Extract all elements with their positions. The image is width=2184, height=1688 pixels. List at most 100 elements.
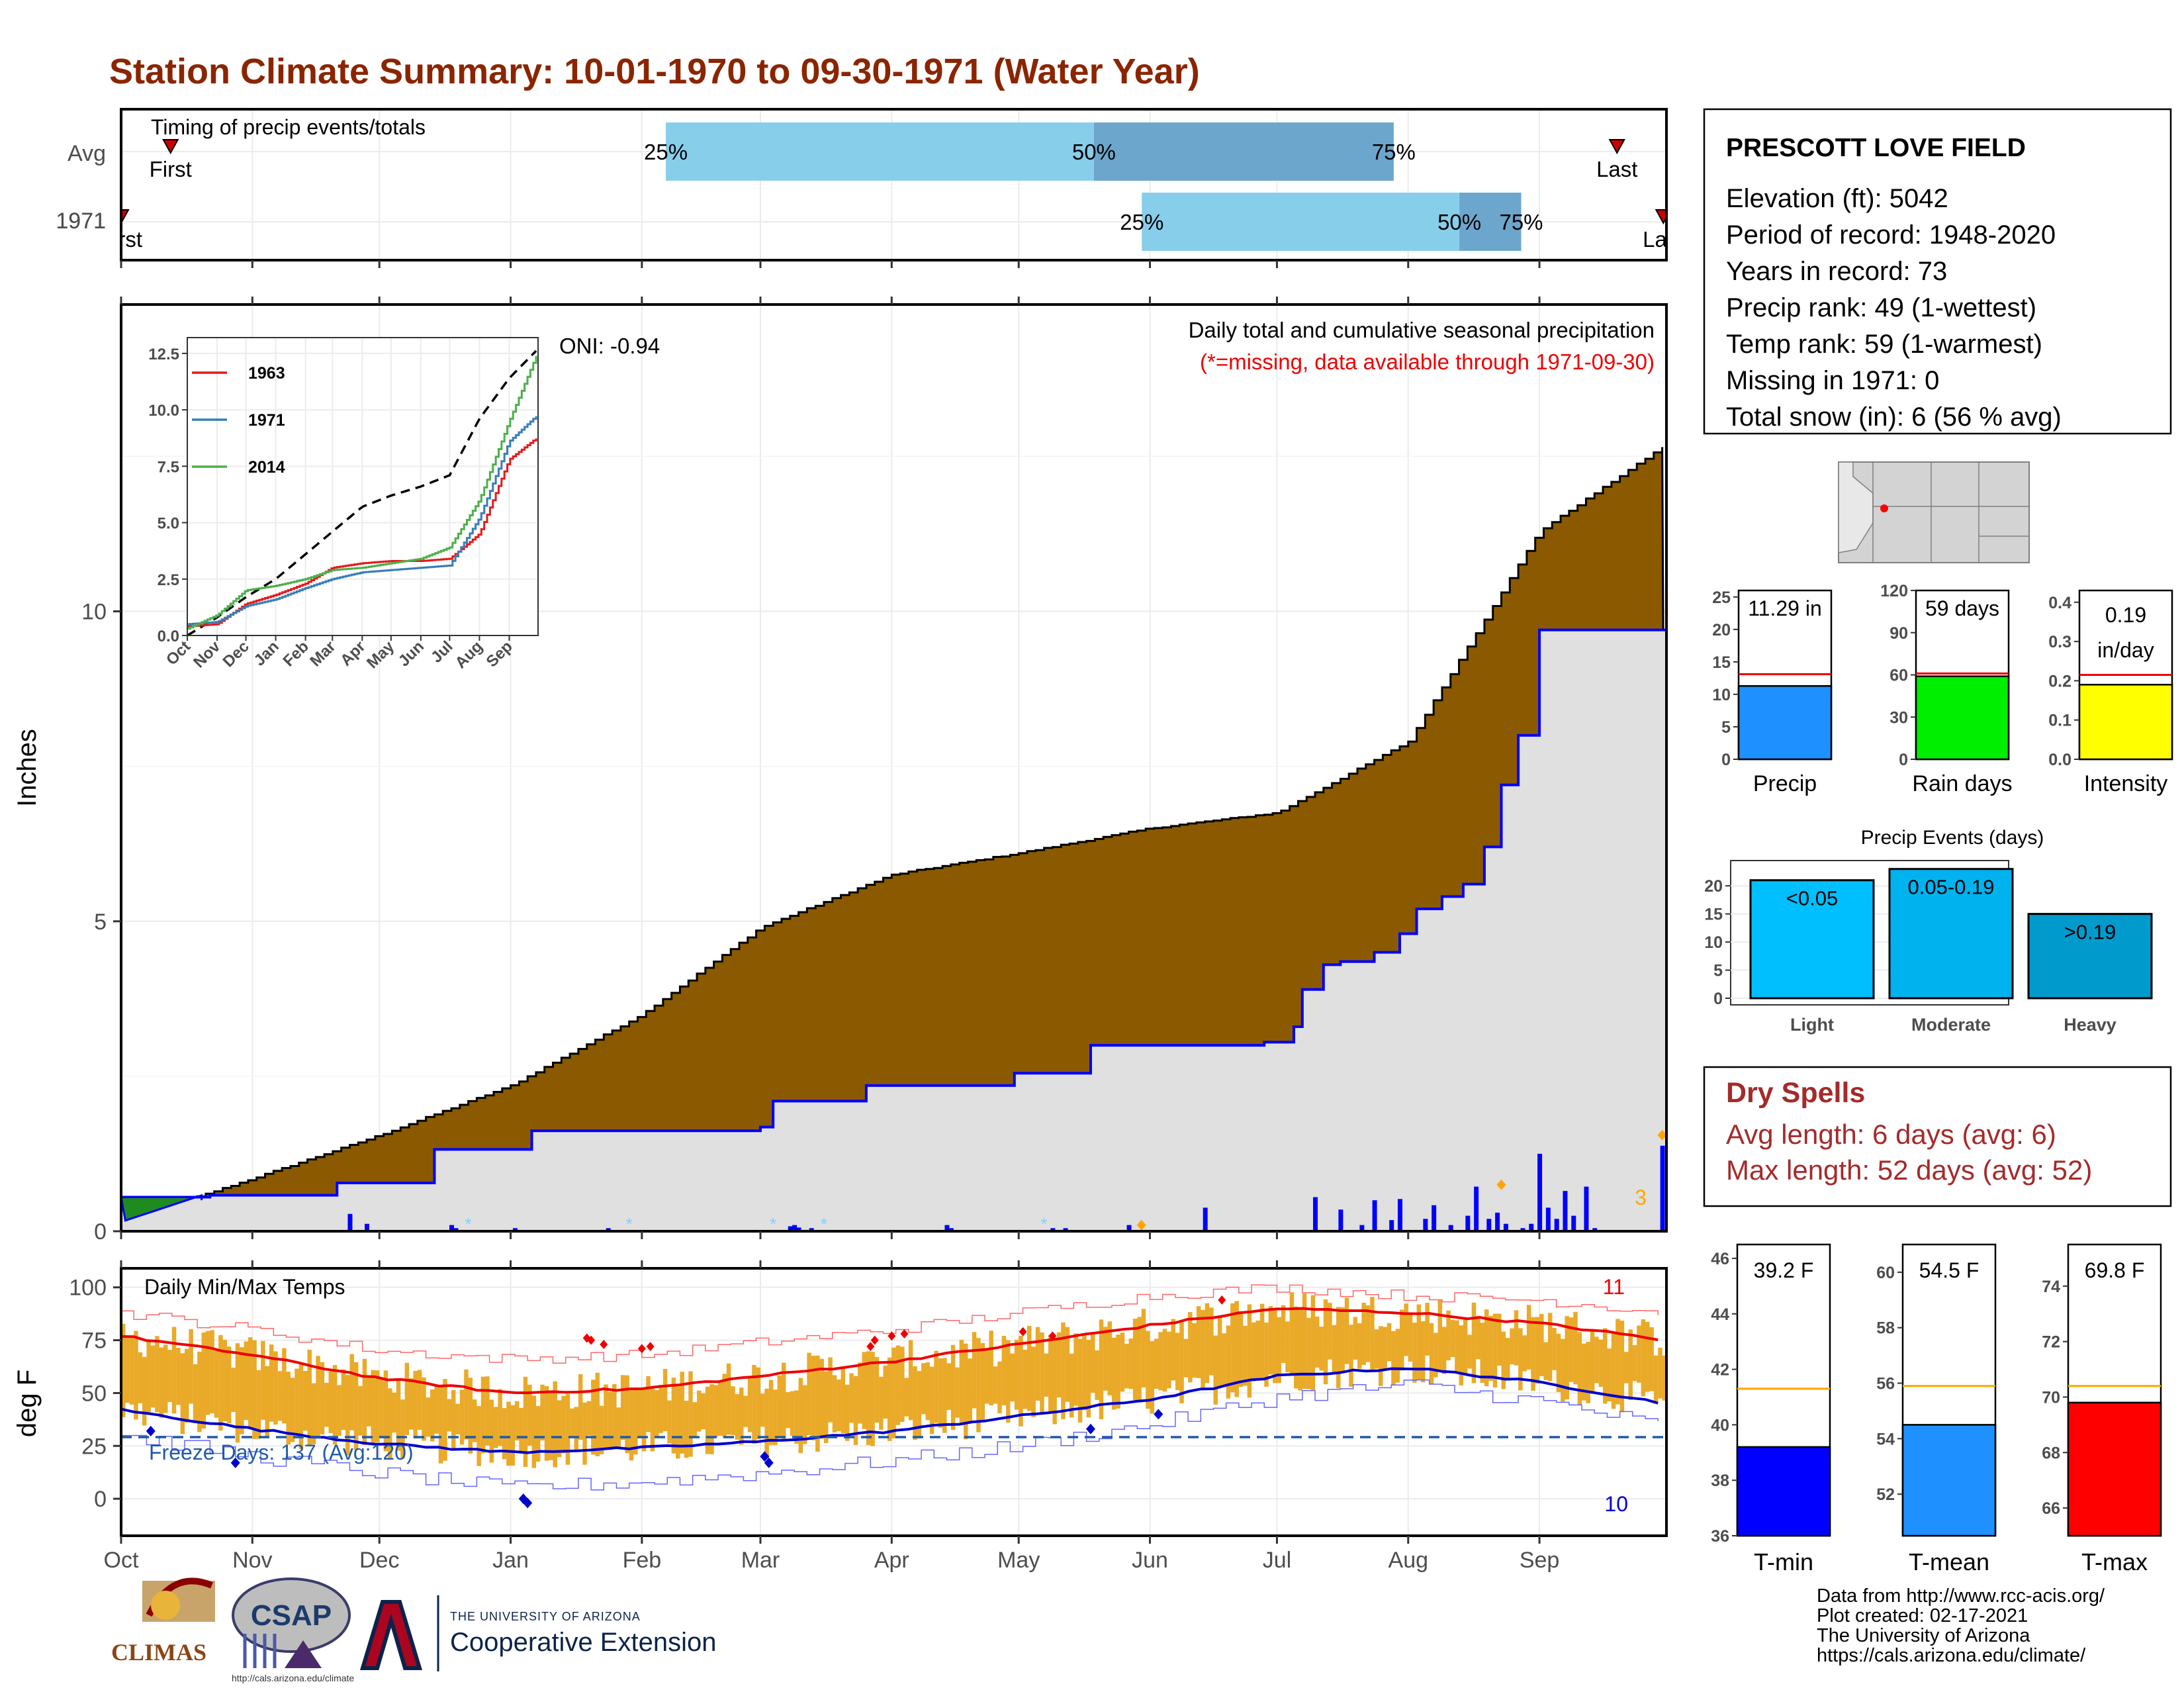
- daily-temp-bar: [608, 1391, 613, 1450]
- mini-bar-value: 0.19: [2105, 603, 2146, 627]
- record-high-marker: [600, 1339, 608, 1349]
- daily-temp-bar: [735, 1394, 740, 1440]
- daily-temp-bar: [993, 1366, 998, 1404]
- snow-marker: *: [821, 1214, 827, 1234]
- record-max-line: [121, 1284, 1659, 1364]
- daily-temp-bar: [1128, 1338, 1134, 1389]
- daily-temp-bar: [367, 1377, 371, 1427]
- daily-temp-bar: [1556, 1333, 1561, 1392]
- daily-temp-bar: [671, 1378, 676, 1454]
- daily-temp-bar: [705, 1386, 710, 1454]
- temps-ylabel: deg F: [13, 1370, 42, 1437]
- daily-temp-bar: [1433, 1333, 1438, 1378]
- daily-temp-bar: [900, 1346, 905, 1423]
- daily-temp-bar: [434, 1384, 439, 1434]
- daily-temp-bar: [265, 1366, 270, 1436]
- record-high-marker: [900, 1329, 909, 1339]
- daily-temp-bar: [286, 1372, 291, 1445]
- daily-temp-bar: [549, 1392, 553, 1460]
- record-high-marker: [587, 1335, 596, 1345]
- daily-temp-bar: [883, 1365, 888, 1419]
- daily-temp-bar: [222, 1340, 228, 1422]
- daily-temp-bar: [311, 1383, 316, 1444]
- daily-precip-bar: [1126, 1225, 1132, 1231]
- temperature-panel: Daily Min/Max Temps Freeze Days: 137 (Av…: [13, 260, 1668, 1573]
- temp-summary-label: T-max: [2081, 1548, 2148, 1575]
- daily-temp-bar: [472, 1399, 477, 1442]
- timing-bar-late: [1093, 122, 1394, 181]
- daily-temp-bar: [773, 1389, 778, 1445]
- temp-ytick-label: 50: [81, 1381, 107, 1406]
- month-label: May: [997, 1548, 1040, 1573]
- daily-temp-bar: [379, 1378, 384, 1437]
- daily-temp-bar: [400, 1399, 405, 1459]
- daily-temp-bar: [1150, 1341, 1155, 1414]
- daily-temp-bar: [752, 1365, 756, 1444]
- snow-marker: *: [626, 1214, 633, 1234]
- daily-temp-bar: [1429, 1323, 1434, 1385]
- events-tick-label: 10: [1704, 933, 1723, 952]
- daily-temp-bar: [1645, 1321, 1650, 1392]
- mini-bar-label: Intensity: [2084, 771, 2168, 796]
- station-location-dot: [1880, 504, 1888, 512]
- daily-temp-bar: [455, 1403, 460, 1434]
- daily-temp-bar: [586, 1401, 592, 1436]
- daily-temp-bar: [1590, 1329, 1595, 1394]
- daily-temp-bar: [447, 1399, 452, 1432]
- daily-temp-bar: [637, 1389, 642, 1438]
- daily-temp-bar: [485, 1376, 490, 1446]
- daily-temp-bar: [404, 1362, 410, 1436]
- daily-temp-bar: [849, 1373, 854, 1423]
- daily-temp-bar: [1488, 1315, 1493, 1381]
- page-title: Station Climate Summary: 10-01-1970 to 0…: [109, 52, 1200, 91]
- daily-temp-bar: [201, 1332, 206, 1429]
- daily-temp-bar: [841, 1367, 846, 1434]
- daily-temp-bar: [913, 1366, 917, 1440]
- daily-temp-bar: [934, 1350, 938, 1423]
- daily-temp-bar: [1010, 1353, 1015, 1402]
- avg-cumulative-precip-area: [120, 447, 1668, 1233]
- temperature-summary-bars: 36 38 40 42 44 46 39.2 F T-min 52 54 56 58 60 54.5 F T…: [1711, 1243, 2162, 1575]
- daily-temp-bar: [240, 1347, 244, 1434]
- daily-temp-bar: [324, 1382, 329, 1427]
- temp-summary-tick-label: 66: [2042, 1499, 2060, 1518]
- daily-temp-bar: [176, 1347, 181, 1405]
- mini-bar-label: Precip: [1753, 771, 1817, 796]
- daily-temp-bar: [917, 1371, 922, 1438]
- timing-p50-label: 50%: [1437, 210, 1481, 234]
- temp-summary-bar-t-mean: [1901, 1424, 1997, 1537]
- daily-temp-bar: [171, 1327, 177, 1414]
- daily-temp-bar: [506, 1401, 511, 1466]
- daily-temp-bar: [743, 1395, 748, 1427]
- record-high-marker: [1218, 1295, 1226, 1305]
- record-low-marker: [146, 1425, 156, 1436]
- month-label: Jun: [1132, 1548, 1168, 1573]
- daily-precip-bar: [1571, 1215, 1576, 1231]
- daily-temp-bar: [138, 1352, 143, 1403]
- daily-temp-bar: [662, 1368, 668, 1432]
- daily-temp-bar: [633, 1387, 638, 1455]
- daily-temp-bar: [802, 1385, 807, 1444]
- daily-precip-bar: [1432, 1205, 1437, 1231]
- daily-temp-bar: [887, 1357, 892, 1441]
- mini-bar-tick-label: 5: [1721, 718, 1731, 737]
- daily-temp-bar: [256, 1370, 261, 1439]
- daily-temp-bar: [968, 1358, 972, 1423]
- daily-temp-bar: [345, 1375, 350, 1456]
- daily-temp-bar: [1565, 1316, 1569, 1400]
- daily-temp-bar: [519, 1407, 523, 1453]
- daily-temp-bar: [557, 1400, 562, 1458]
- daily-temp-bar: [768, 1380, 774, 1445]
- daily-temp-bar: [1450, 1319, 1455, 1358]
- temp-summary-tick-label: 38: [1711, 1472, 1729, 1490]
- daily-temp-bar: [1522, 1335, 1527, 1372]
- record-high-marker: [887, 1331, 896, 1341]
- daily-temp-bar: [1374, 1329, 1379, 1369]
- daily-temp-bar: [904, 1378, 909, 1417]
- daily-temp-bar: [205, 1331, 210, 1415]
- daily-temp-bar: [184, 1348, 189, 1423]
- daily-temp-bar: [1234, 1301, 1239, 1397]
- daily-temp-bar: [1344, 1297, 1349, 1364]
- mini-bar-tick-label: 15: [1712, 653, 1731, 672]
- daily-temp-bar: [1298, 1308, 1302, 1391]
